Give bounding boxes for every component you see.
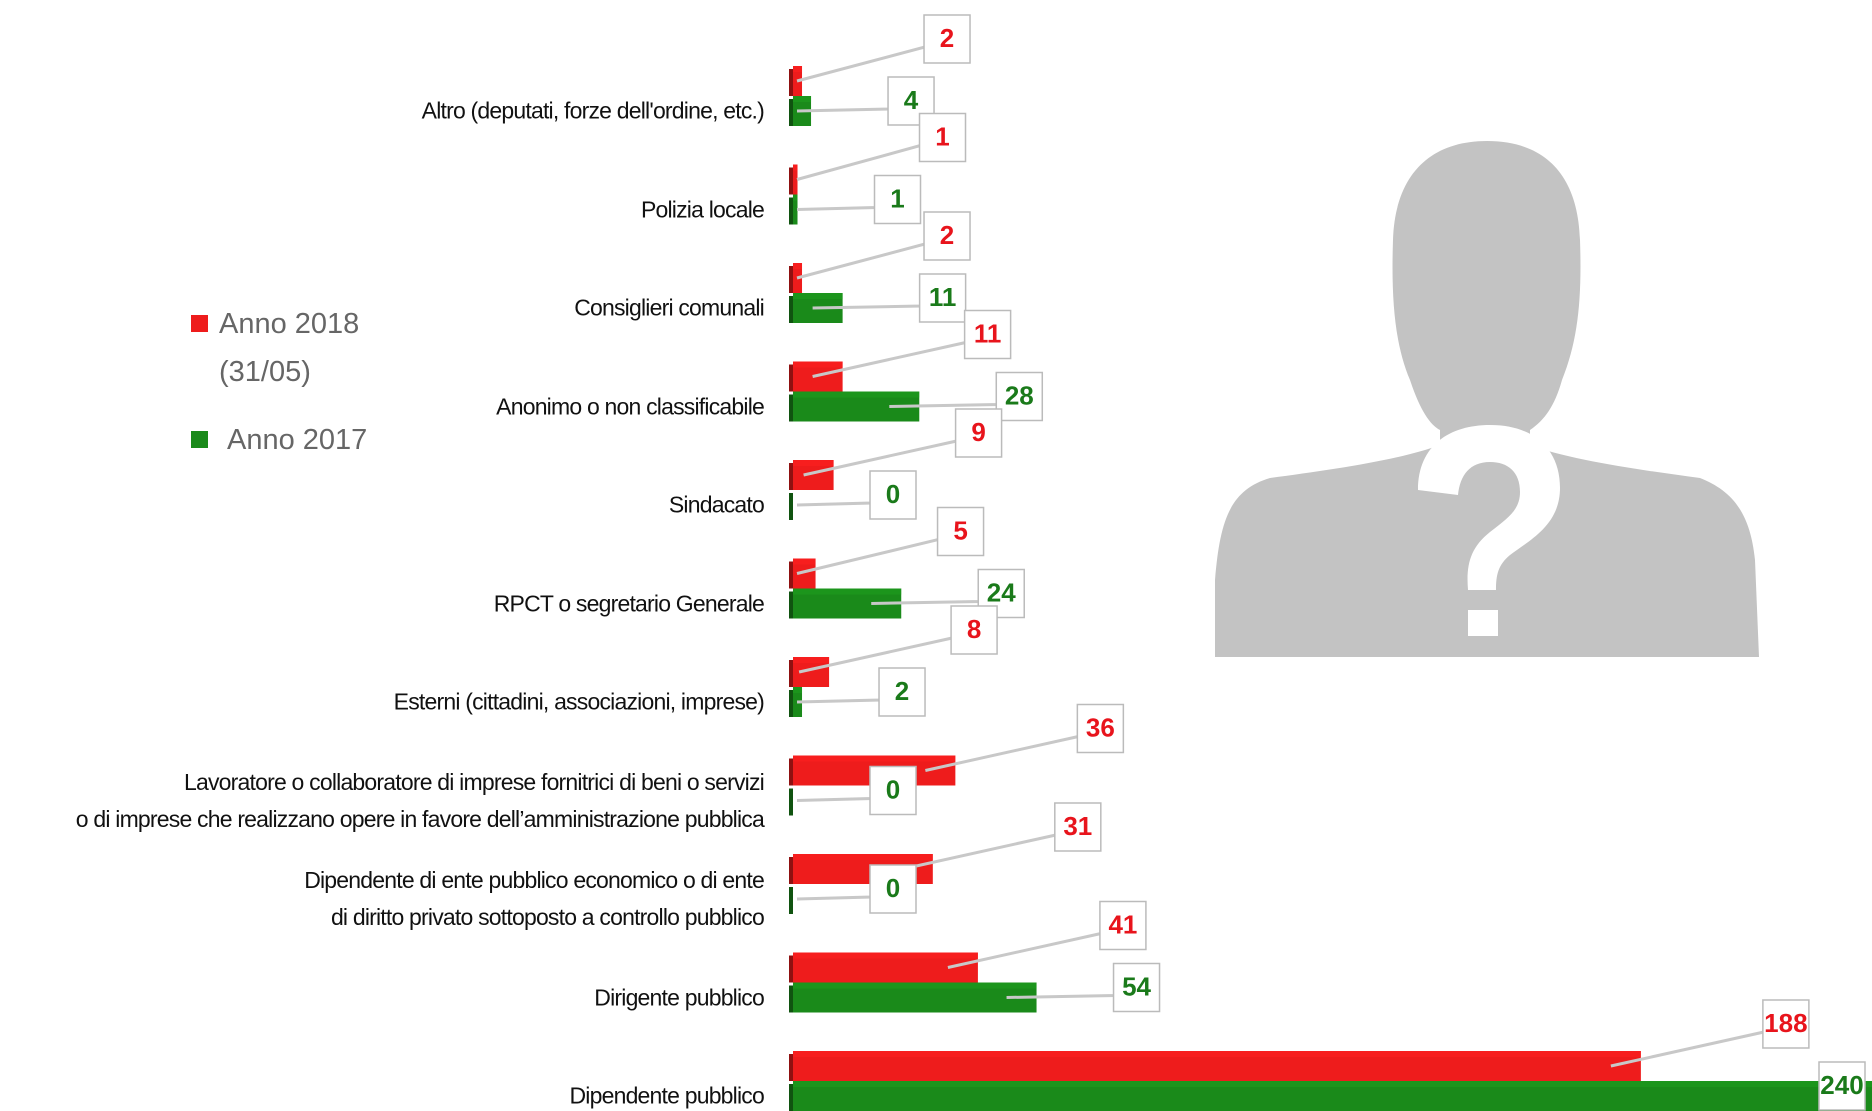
bar-highlight — [793, 460, 834, 466]
bar-highlight — [793, 362, 843, 368]
chart: 2411211112890524823603104154188240 Altro… — [0, 0, 1872, 1111]
bar-highlight — [793, 263, 802, 269]
callout-line — [797, 791, 871, 801]
category-label: Dipendente di ente pubblico economico o … — [304, 862, 764, 936]
callout-line — [797, 532, 939, 574]
value-label: 11 — [974, 318, 1002, 348]
category-label: Sindacato — [669, 487, 764, 524]
value-label: 24 — [987, 577, 1016, 607]
value-label: 41 — [1108, 909, 1137, 939]
value-label: 2 — [940, 220, 954, 250]
bar-highlight — [793, 195, 798, 201]
bar-highlight — [793, 66, 802, 72]
bar-side — [789, 463, 793, 490]
bar-highlight — [793, 983, 1037, 989]
value-label: 0 — [886, 479, 900, 509]
category-label: Consiglieri comunali — [574, 290, 764, 327]
value-label: 188 — [1764, 1008, 1807, 1038]
value-label: 36 — [1086, 712, 1115, 742]
callout-line — [797, 39, 925, 81]
callout-line — [1611, 1024, 1764, 1066]
bar-highlight — [793, 854, 933, 860]
category-label: Dirigente pubblico — [594, 979, 764, 1016]
bar-side — [789, 296, 793, 323]
callout-line — [804, 433, 957, 475]
bar-side — [789, 887, 793, 914]
bar-side — [789, 562, 793, 589]
callout-line — [797, 200, 876, 210]
value-label: 4 — [904, 85, 919, 115]
value-label: 240 — [1820, 1070, 1863, 1100]
bar-side — [789, 1084, 793, 1111]
category-label: Esterni (cittadini, associazioni, impres… — [394, 684, 764, 721]
bar-side — [789, 789, 793, 816]
bar-side — [789, 198, 793, 225]
bar-side — [789, 99, 793, 126]
callout-line — [903, 827, 1056, 869]
chart-canvas: 2411211112890524823603104154188240 — [0, 0, 1872, 1111]
legend-label: Anno 2018 (31/05) — [219, 300, 359, 396]
value-label: 9 — [971, 417, 985, 447]
bar-side — [789, 690, 793, 717]
bar-highlight — [793, 687, 802, 693]
person-silhouette — [1215, 141, 1759, 657]
category-label: Anonimo o non classificabile — [496, 388, 764, 425]
value-label: 31 — [1063, 811, 1092, 841]
value-label: 5 — [953, 515, 967, 545]
legend-label: Anno 2017 — [227, 416, 367, 464]
callout-line — [797, 236, 925, 278]
value-label: 54 — [1122, 971, 1151, 1001]
value-label: 1 — [890, 183, 904, 213]
bar-side — [789, 592, 793, 619]
category-label: Lavoratore o collaboratore di imprese fo… — [76, 764, 764, 838]
category-label: Dipendente pubblico — [569, 1078, 764, 1111]
legend-swatch — [191, 431, 208, 448]
value-label: 2 — [940, 23, 954, 53]
callout-line — [799, 630, 952, 672]
bar-side — [789, 956, 793, 983]
bar-side — [789, 69, 793, 96]
bar-side — [789, 395, 793, 422]
callout-line — [813, 335, 966, 377]
value-label: 1 — [935, 121, 949, 151]
bar-side — [789, 986, 793, 1013]
legend-swatch — [191, 315, 208, 332]
category-label: RPCT o segretario Generale — [494, 585, 764, 622]
value-label: 0 — [886, 873, 900, 903]
bar-side — [789, 168, 793, 195]
bar-side — [789, 365, 793, 392]
category-label: Polizia locale — [641, 191, 764, 228]
category-label: Altro (deputati, forze dell'ordine, etc.… — [422, 93, 764, 130]
bar-highlight — [793, 559, 816, 565]
bar-highlight — [793, 953, 978, 959]
value-label: 0 — [886, 774, 900, 804]
value-label: 8 — [967, 614, 981, 644]
value-label: 11 — [929, 282, 957, 312]
bar-side — [789, 266, 793, 293]
bar-side — [789, 660, 793, 687]
callout-line — [948, 926, 1101, 968]
callout-line — [797, 138, 921, 180]
callout-line — [797, 495, 871, 505]
callout-line — [925, 729, 1078, 771]
bar-highlight — [793, 165, 798, 171]
bar-highlight — [793, 293, 843, 299]
bar-highlight — [793, 756, 955, 762]
bar-highlight — [793, 1051, 1641, 1057]
bar-highlight — [793, 657, 829, 663]
bar-highlight — [793, 589, 901, 595]
callout-line — [797, 692, 880, 702]
bar-side — [789, 857, 793, 884]
bar-side — [789, 493, 793, 520]
value-label: 2 — [895, 676, 909, 706]
callout-line — [797, 889, 871, 899]
bar-highlight — [793, 96, 811, 102]
value-label: 28 — [1005, 380, 1034, 410]
bar-highlight — [793, 392, 919, 398]
bar-side — [789, 759, 793, 786]
bar-highlight — [793, 1081, 1872, 1087]
bar-side — [789, 1054, 793, 1081]
